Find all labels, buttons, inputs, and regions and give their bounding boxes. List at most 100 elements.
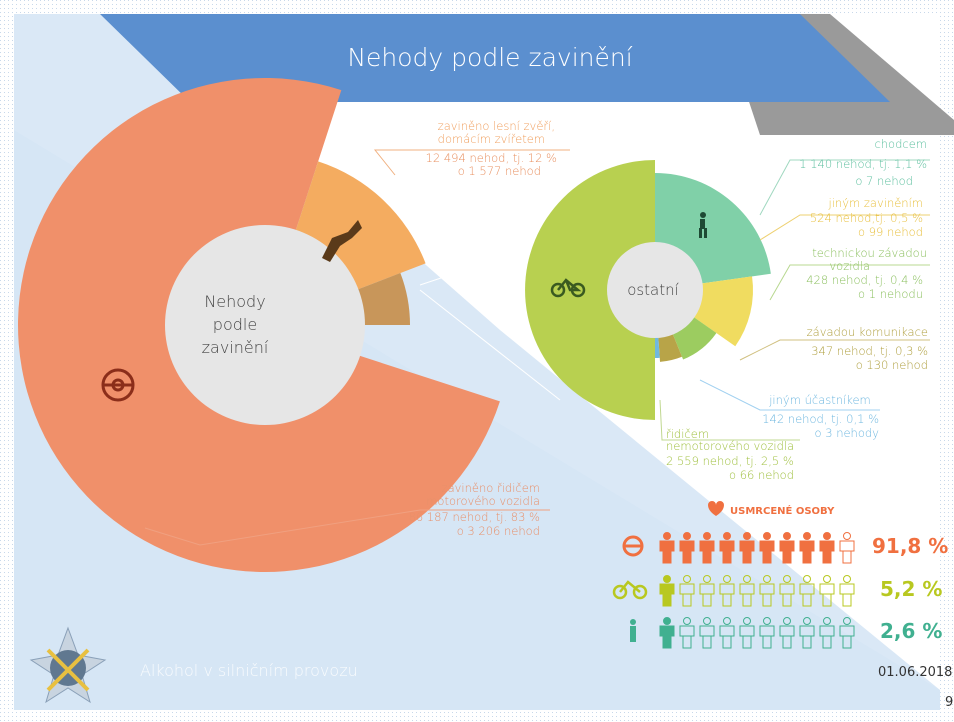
person-icon: [682, 593, 692, 607]
person-icon: [743, 617, 751, 625]
person-icon: [683, 617, 691, 625]
person-icon: [823, 532, 831, 540]
segment-label: vozidla: [829, 259, 870, 273]
leader-line: [739, 339, 930, 361]
person-icon: [663, 532, 671, 540]
segment-change: o 1 nehodu: [858, 287, 923, 301]
segment-change: o 1 577 nehod: [458, 164, 541, 178]
person-icon: [803, 575, 811, 583]
row-icon: [622, 535, 644, 557]
person-icon: [842, 593, 852, 607]
person-icon: [822, 635, 832, 649]
segment-label: chodcem: [874, 137, 927, 151]
person-icon: [659, 625, 675, 637]
leader-line: [144, 509, 550, 546]
person-icon: [843, 575, 851, 583]
person-icon: [662, 593, 672, 607]
fatalities-title: USMRCENÉ OSOBY: [730, 504, 835, 517]
center-circle: [607, 242, 703, 338]
person-icon: [662, 635, 672, 649]
person-icon: [683, 575, 691, 583]
connector: [419, 289, 561, 401]
segment-label: jiným zaviněním: [828, 196, 923, 210]
person-icon: [842, 635, 852, 649]
person-icon: [723, 617, 731, 625]
person-icon: [822, 550, 832, 564]
person-icon: [819, 540, 835, 552]
person-icon: [843, 532, 851, 540]
heart-icon: [708, 501, 724, 516]
person-icon: [659, 540, 675, 552]
person-icon: [763, 532, 771, 540]
fatalities-share: 5,2 %: [880, 577, 942, 601]
title: Nehody podle zavinění: [347, 43, 632, 72]
segment-change: o 3 206 nehod: [457, 524, 540, 538]
center-label: ostatní: [627, 281, 679, 299]
segment-label: technickou závadou: [812, 246, 927, 260]
leader-line: [759, 159, 930, 216]
person-icon: [799, 540, 815, 552]
person-icon: [779, 540, 795, 552]
person-icon: [703, 575, 711, 583]
fatalities-share: 91,8 %: [872, 534, 948, 558]
person-icon: [682, 550, 692, 564]
person-icon: [723, 575, 731, 583]
person-icon: [763, 617, 771, 625]
person-icon: [702, 550, 712, 564]
person-icon: [823, 617, 831, 625]
person-icon: [802, 550, 812, 564]
person-icon: [722, 593, 732, 607]
segment-change: o 3 nehody: [815, 426, 880, 440]
person-icon: [702, 635, 712, 649]
segment-count: 428 nehod, tj. 0,4 %: [806, 273, 923, 287]
person-icon: [663, 617, 671, 625]
person-icon: [759, 540, 775, 552]
wedge: [525, 160, 655, 420]
person-icon: [782, 550, 792, 564]
person-icon: [659, 583, 675, 595]
center-circle: [165, 225, 365, 425]
person-icon: [683, 532, 691, 540]
person-icon: [783, 575, 791, 583]
bike-icon: [550, 278, 586, 298]
segment-label: nemotorového vozidla: [666, 439, 794, 453]
center-label: podle: [213, 315, 257, 334]
pedestrian-icon: [699, 212, 707, 238]
person-icon: [783, 617, 791, 625]
segment-change: o 7 nehod: [855, 174, 913, 188]
segment-label: jiným účastníkem: [768, 393, 871, 407]
person-icon: [802, 593, 812, 607]
segment-count: 86 187 nehod, tj. 83 %: [409, 510, 540, 524]
title-banner: [100, 14, 890, 102]
person-icon: [682, 635, 692, 649]
segment-change: o 66 nehod: [729, 468, 794, 482]
person-icon: [783, 532, 791, 540]
person-icon: [722, 635, 732, 649]
segment-change: o 99 nehod: [858, 225, 923, 239]
person-icon: [663, 575, 671, 583]
person-icon: [679, 540, 695, 552]
person-icon: [762, 593, 772, 607]
center-label: Nehody: [204, 292, 265, 311]
leader-line: [659, 399, 800, 441]
person-icon: [723, 532, 731, 540]
person-icon: [739, 540, 755, 552]
footer-text: Alkohol v silničním provozu: [140, 661, 358, 680]
page-number: 9: [945, 695, 953, 710]
leader-line: [759, 214, 930, 241]
segment-label: motorového vozidla: [426, 494, 540, 508]
person-icon: [702, 593, 712, 607]
segment-label: řidičem: [666, 427, 709, 441]
segment-count: 142 nehod, tj. 0,1 %: [762, 412, 879, 426]
deer-icon: [322, 220, 362, 262]
person-icon: [763, 575, 771, 583]
person-icon: [782, 593, 792, 607]
person-icon: [703, 617, 711, 625]
leader-line: [769, 264, 930, 301]
person-icon: [722, 550, 732, 564]
person-icon: [742, 593, 752, 607]
person-icon: [742, 635, 752, 649]
connector: [419, 249, 526, 286]
segment-count: 2 559 nehod, tj. 2,5 %: [666, 454, 794, 468]
